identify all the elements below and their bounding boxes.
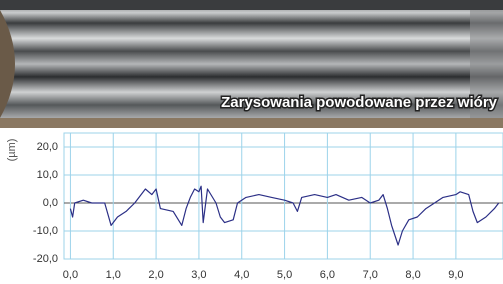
x-tick-label: 7,0 — [363, 269, 378, 281]
x-tick-label: 3,0 — [191, 269, 206, 281]
page: Zarysowania powodowane przez wióry (µm) … — [0, 0, 503, 284]
x-tick-label: 4,0 — [234, 269, 249, 281]
y-axis-label: (µm) — [6, 139, 18, 162]
x-tick-label: 1,0 — [106, 269, 121, 281]
x-tick-label: 9,0 — [448, 269, 463, 281]
y-tick-label: 0,0 — [43, 197, 58, 209]
y-tick-label: -10,0 — [33, 225, 58, 237]
x-tick-label: 5,0 — [277, 269, 292, 281]
y-tick-label: 20,0 — [37, 141, 58, 153]
x-tick-label: 8,0 — [405, 269, 420, 281]
x-tick-label: 0,0 — [63, 269, 78, 281]
y-tick-label: -20,0 — [33, 253, 58, 265]
plot-area — [64, 133, 503, 259]
y-tick-label: 10,0 — [37, 169, 58, 181]
photo-caption: Zarysowania powodowane przez wióry — [221, 94, 498, 111]
x-tick-label: 2,0 — [148, 269, 163, 281]
x-tick-label: 6,0 — [320, 269, 335, 281]
